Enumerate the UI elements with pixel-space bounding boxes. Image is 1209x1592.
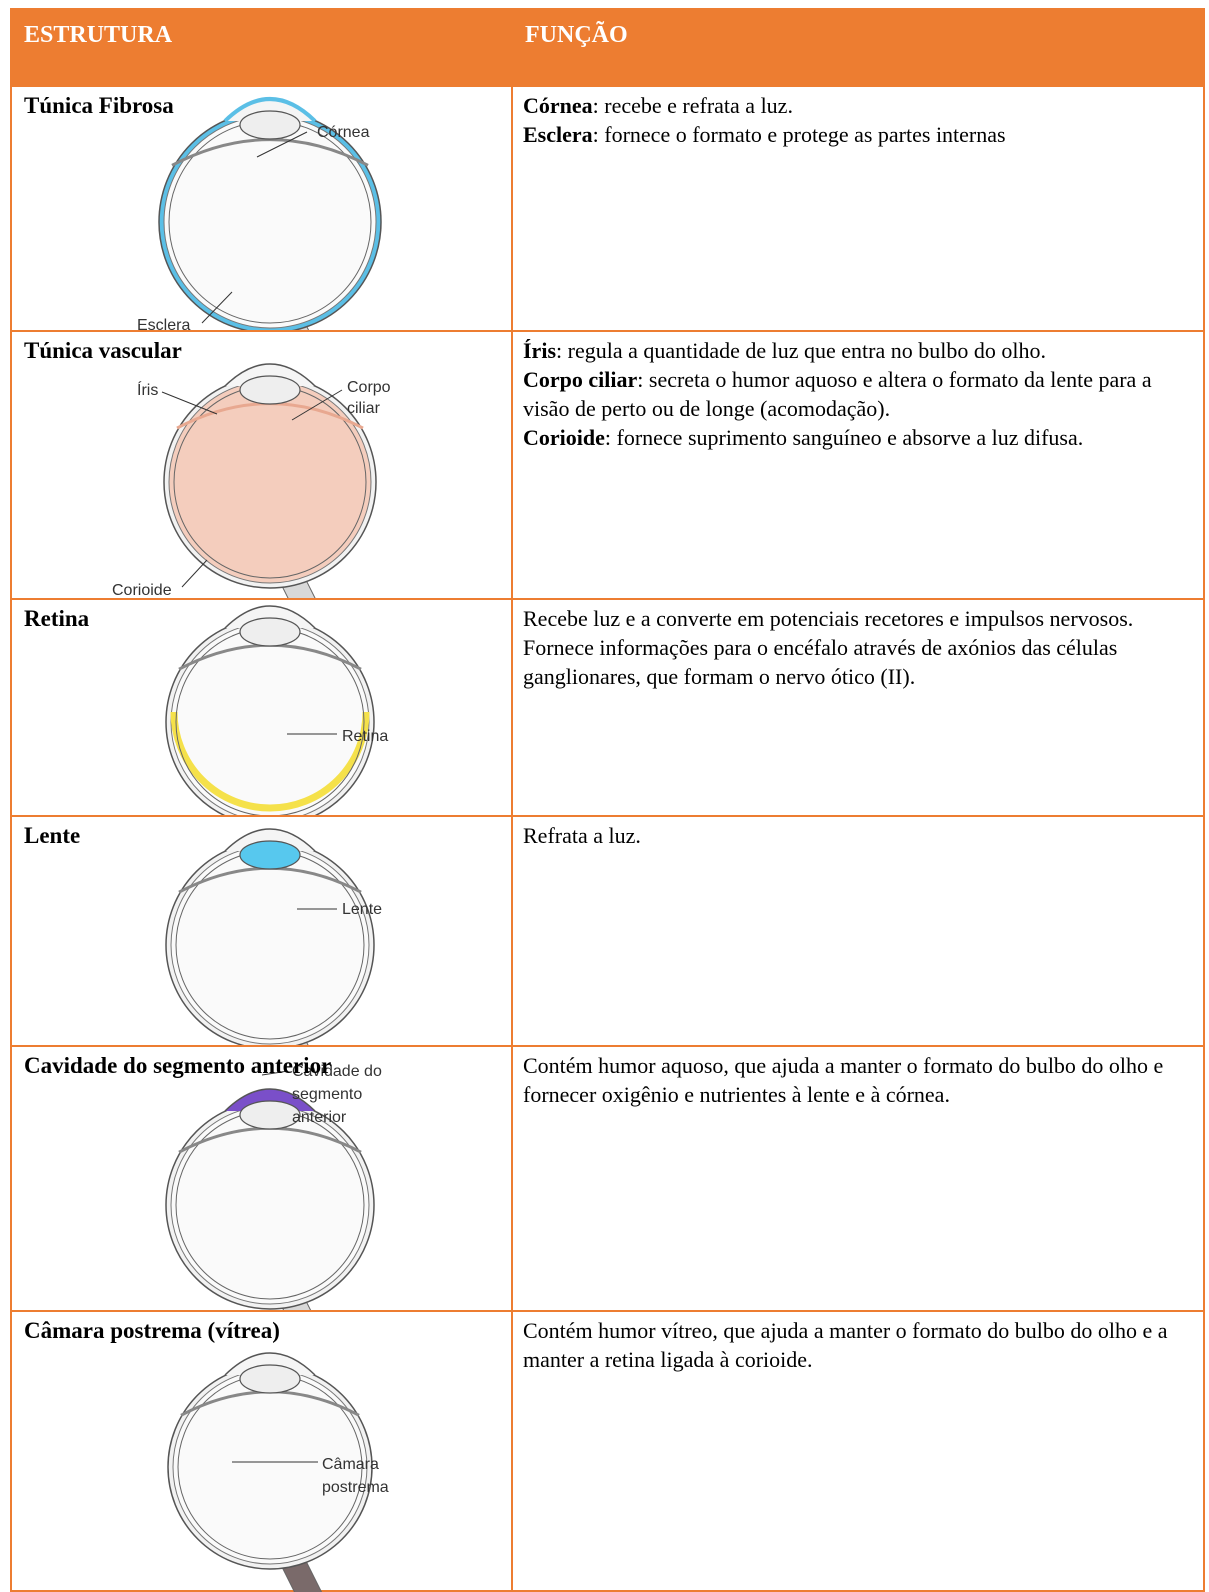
function-cell: Contém humor vítreo, que ajuda a manter … [511, 1310, 1205, 1592]
function-text: Recebe luz e a converte em potenciais re… [523, 606, 1134, 689]
header-cell: ESTRUTURA [10, 8, 513, 87]
structure-name: Retina [24, 606, 90, 631]
function-term: Corioide [523, 425, 605, 450]
lens [239, 1364, 301, 1394]
diagram-label: ciliar [347, 400, 381, 417]
function-cell: Córnea: recebe e refrata a luz. Esclera: … [511, 85, 1205, 332]
structure-cell: Câmara postrema Câmara postrema (vítrea) [10, 1310, 513, 1592]
function-cell: Refrata a luz. [511, 815, 1205, 1047]
leader-line [181, 559, 208, 588]
diagram-label: Corioide [112, 582, 172, 599]
diagram-label: Corpo [347, 379, 391, 396]
structure-name: Túnica vascular [24, 338, 182, 363]
choroid [170, 622, 370, 817]
function-paragraph: Esclera: fornece o formato e protege as … [523, 120, 1193, 149]
function-text: Refrata a luz. [523, 823, 641, 848]
lens [239, 840, 301, 870]
diagram-label: postrema [322, 1479, 389, 1496]
lens [239, 375, 301, 405]
lens [239, 617, 301, 647]
function-text: Contém humor aquoso, que ajuda a manter … [523, 1053, 1164, 1107]
structure-cell: Cavidade do segmento anterior Cavidade do s… [10, 1045, 513, 1312]
diagram-label: segmento [292, 1086, 362, 1103]
diagram-label: Íris [137, 380, 158, 399]
function-text: : regula a quantidade de luz que entra n… [556, 338, 1046, 363]
function-term: Córnea [523, 93, 593, 118]
function-cell: Íris: regula a quantidade de luz que ent… [511, 330, 1205, 600]
leader-line [161, 391, 218, 415]
function-term: Esclera [523, 122, 593, 147]
header-cell: FUNÇÃO [511, 8, 1205, 87]
function-term: Íris [523, 338, 556, 363]
structure-cell: Retina Retina [10, 598, 513, 817]
function-paragraph: Córnea: recebe e refrata a luz. [523, 91, 1193, 120]
function-paragraph: Recebe luz e a converte em potenciais re… [523, 604, 1193, 691]
function-text: Contém humor vítreo, que ajuda a manter … [523, 1318, 1168, 1372]
leader-line [261, 1070, 289, 1076]
function-text: : fornece o formato e protege as partes … [592, 122, 1006, 147]
eye-diagram: Íris Corpo ciliar Corioide [112, 363, 391, 600]
function-text: : recebe e refrata a luz. [592, 93, 793, 118]
structure-name: Lente [24, 823, 81, 848]
function-cell: Recebe luz e a converte em potenciais re… [511, 598, 1205, 817]
structure-name: Cavidade do segmento anterior [24, 1053, 332, 1078]
lens [239, 110, 301, 140]
function-paragraph: Contém humor vítreo, que ajuda a manter … [523, 1316, 1193, 1374]
diagram-label: Retina [342, 728, 388, 745]
structure-cell: Lente Lente [10, 815, 513, 1047]
function-paragraph: Corpo ciliar: secreta o humor aquoso e a… [523, 365, 1193, 423]
diagram-label: Câmara [322, 1456, 379, 1473]
leader-line [201, 291, 233, 324]
function-term: Corpo ciliar [523, 367, 638, 392]
leader-line [256, 131, 308, 158]
function-cell: Contém humor aquoso, que ajuda a manter … [511, 1045, 1205, 1312]
eye-diagram: Córnea Esclera [137, 97, 382, 332]
structure-name: Túnica Fibrosa [24, 93, 174, 118]
lens [239, 1100, 301, 1130]
structure-name: Câmara postrema (vítrea) [24, 1318, 280, 1343]
diagram-label: anterior [292, 1109, 347, 1126]
eye-diagram: Câmara postrema [167, 1352, 389, 1592]
diagram-label: Córnea [317, 124, 370, 141]
retina [170, 711, 370, 812]
leader-line [291, 389, 343, 421]
function-paragraph: Contém humor aquoso, que ajuda a manter … [523, 1051, 1193, 1109]
structure-cell: Córnea Esclera Túnica Fibrosa [10, 85, 513, 332]
ciliary [171, 138, 369, 167]
structure-cell: Íris Corpo ciliar Corioide Túnica vascular [10, 330, 513, 600]
eye-diagram: Lente [165, 828, 382, 1047]
diagram-label: Esclera [137, 317, 190, 332]
choroid [170, 1105, 370, 1305]
choroid [168, 380, 372, 584]
choroid [163, 115, 377, 329]
function-paragraph: Íris: regula a quantidade de luz que ent… [523, 336, 1193, 365]
function-text: : fornece suprimento sanguíneo e absorve… [604, 425, 1084, 450]
diagram-label: Lente [342, 901, 382, 918]
choroid [170, 845, 370, 1045]
function-paragraph: Corioide: fornece suprimento sanguíneo e… [523, 423, 1193, 452]
eye-diagram: Retina [165, 605, 388, 817]
function-text: : secreta o humor aquoso e altera o form… [523, 367, 1152, 421]
diagram-label: Cavidade do [292, 1063, 382, 1080]
eye-diagram: Cavidade do segmento anterior [165, 1063, 382, 1312]
function-paragraph: Refrata a luz. [523, 821, 1193, 850]
